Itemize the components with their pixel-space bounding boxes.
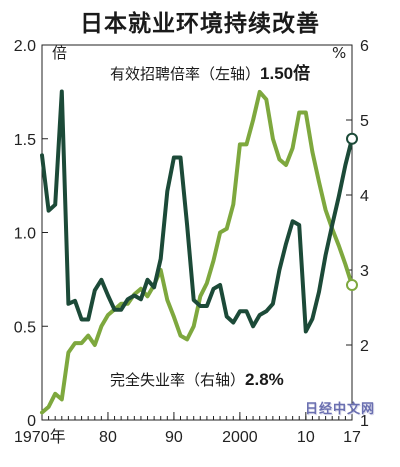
right-tick-label: 1 bbox=[360, 413, 369, 430]
chart-plot-area bbox=[41, 44, 353, 421]
series-end-marker-2 bbox=[346, 132, 358, 145]
chart-title: 日本就业环境持续改善 bbox=[80, 11, 320, 37]
chart-series-layer bbox=[40, 89, 358, 415]
right-tick-label: 6 bbox=[360, 38, 369, 55]
right-tick-label: 5 bbox=[360, 113, 369, 130]
left-tick-label: 0.5 bbox=[14, 319, 36, 336]
chart-labels-layer: 0 0.5 1.0 1.5 2.0 1 2 3 4 5 6 1970年 80 90 2000 10 17 倍 % 有效… bbox=[14, 38, 369, 446]
left-tick-label: 1.5 bbox=[14, 132, 36, 149]
right-unit-label: % bbox=[332, 44, 346, 62]
left-unit-label: 倍 bbox=[52, 44, 67, 62]
watermark: 日经中文网 bbox=[305, 402, 376, 417]
right-tick-label: 3 bbox=[360, 263, 369, 280]
x-tick-label: 10 bbox=[297, 429, 315, 446]
series-line-1 bbox=[40, 89, 354, 415]
series-end-marker-1 bbox=[346, 279, 358, 291]
x-tick-label: 80 bbox=[99, 429, 117, 446]
left-tick-label: 0 bbox=[27, 413, 36, 430]
right-tick-label: 4 bbox=[360, 188, 369, 205]
right-tick-label: 2 bbox=[360, 338, 369, 355]
series-line-2 bbox=[40, 89, 354, 334]
left-tick-label: 1.0 bbox=[14, 226, 36, 243]
x-tick-label: 17 bbox=[343, 429, 361, 446]
x-tick-label: 1970年 bbox=[14, 428, 66, 446]
x-tick-label: 90 bbox=[165, 429, 183, 446]
x-tick-label: 2000 bbox=[222, 429, 258, 446]
left-tick-label: 2.0 bbox=[14, 38, 36, 55]
plot-frame bbox=[41, 44, 353, 421]
annotation-label-1: 有效招聘倍率（左轴）1.50倍 bbox=[110, 63, 310, 83]
annotation-label-2: 完全失业率（右轴）2.8% bbox=[110, 370, 284, 389]
